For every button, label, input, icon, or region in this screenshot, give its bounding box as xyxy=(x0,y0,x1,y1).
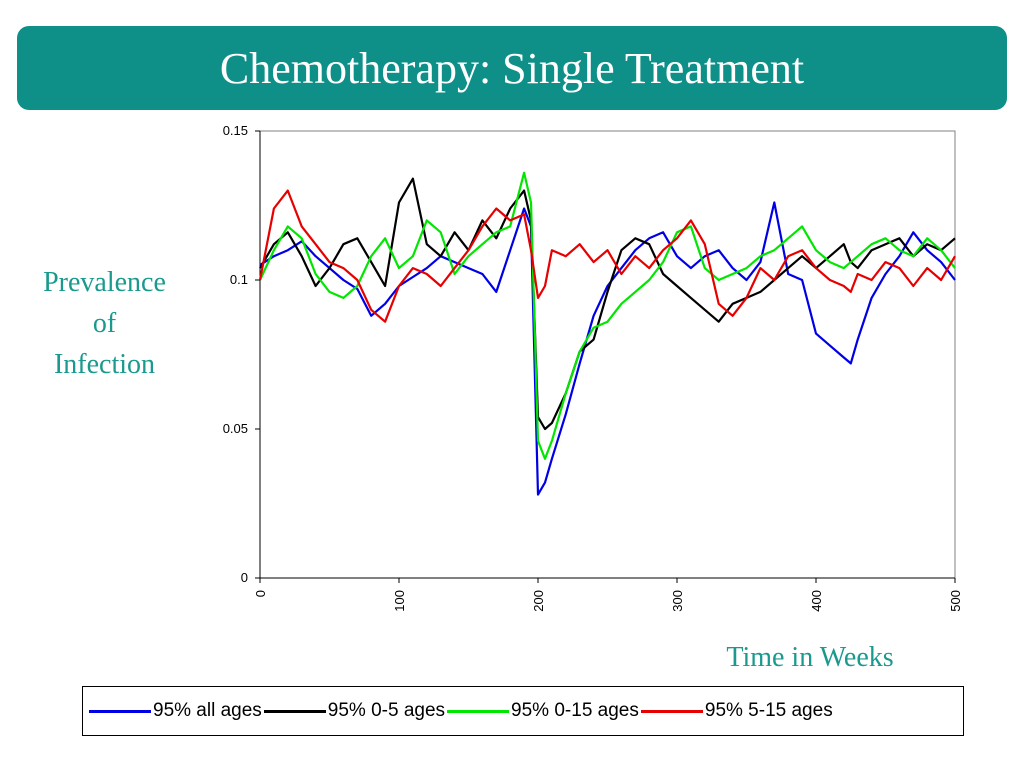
legend-label: 95% 5-15 ages xyxy=(704,700,833,721)
title-bar: Chemotherapy: Single Treatment xyxy=(17,26,1007,110)
legend-swatch-blue xyxy=(89,709,151,713)
x-tick-label: 400 xyxy=(809,590,824,612)
x-tick-label: 0 xyxy=(253,590,268,597)
chart-legend: 95% all ages 95% 0-5 ages 95% 0-15 ages … xyxy=(82,686,964,736)
legend-item-0-15-ages: 95% 0-15 ages xyxy=(447,700,639,722)
legend-swatch-black xyxy=(263,709,326,713)
series-line-2 xyxy=(259,177,956,431)
x-axis-label: Time in Weeks xyxy=(726,642,894,673)
y-tick-label: 0.05 xyxy=(223,421,248,436)
legend-swatch-red xyxy=(640,709,703,713)
y-axis-label-line-1: Prevalence xyxy=(43,267,166,298)
chart-series xyxy=(258,171,956,496)
legend-item-0-5-ages: 95% 0-5 ages xyxy=(263,700,446,722)
x-tick-label: 300 xyxy=(670,590,685,612)
y-tick-label: 0.1 xyxy=(230,272,248,287)
legend-item-all-ages: 95% all ages xyxy=(89,700,262,722)
x-tick-label: 100 xyxy=(392,590,407,612)
legend-item-5-15-ages: 95% 5-15 ages xyxy=(640,700,833,722)
legend-swatch-green xyxy=(447,709,510,713)
series-line-3 xyxy=(259,171,956,460)
y-axis-label-line-2: of xyxy=(92,308,117,339)
y-tick-label: 0.15 xyxy=(223,123,248,138)
legend-label: 95% 0-15 ages xyxy=(511,700,639,721)
series-line-4 xyxy=(258,189,956,323)
plot-frame xyxy=(259,130,956,579)
y-axis-label: Prevalence of Infection xyxy=(22,262,187,385)
legend-label: 95% all ages xyxy=(153,700,262,721)
y-tick-label: 0 xyxy=(241,570,248,585)
x-tick-label: 500 xyxy=(948,590,963,612)
legend-label: 95% 0-5 ages xyxy=(327,700,446,721)
y-axis-label-line-3: Infection xyxy=(53,349,156,380)
series-line-1 xyxy=(259,201,956,496)
slide-title: Chemotherapy: Single Treatment xyxy=(219,43,805,93)
chart-axes: 0 0.05 0.1 0.15 0 100 200 300 400 500 xyxy=(223,123,963,612)
x-tick-label: 200 xyxy=(531,590,546,612)
